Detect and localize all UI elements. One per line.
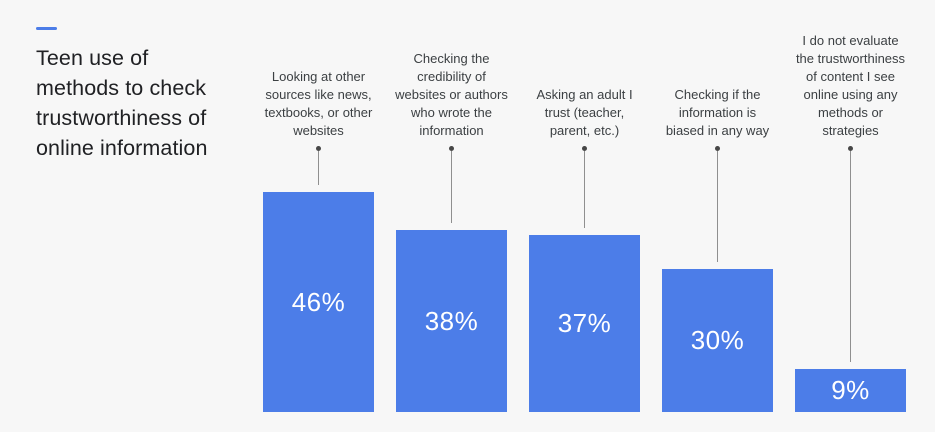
bar-value-label: 30% [690, 325, 745, 355]
category-label: I do not evaluate the trustworthiness of… [795, 33, 906, 138]
bar: 30% [662, 269, 773, 412]
bar-value-label: 46% [291, 286, 346, 317]
category-label: Looking at other sources like news, text… [264, 69, 373, 138]
connector-line [451, 151, 452, 223]
bar-column: Asking an adult I trust (teacher, parent… [518, 0, 651, 432]
bar: 46% [263, 192, 374, 412]
bar: 38% [396, 230, 507, 412]
bar-column: Checking if the information is biased in… [651, 0, 784, 432]
bar-value-label: 38% [424, 305, 479, 336]
chart-title-block: Teen use of methods to check trustworthi… [36, 27, 246, 163]
connector-dot [582, 146, 587, 151]
bar-column: I do not evaluate the trustworthiness of… [784, 0, 917, 432]
connector-dot [449, 146, 454, 151]
bar: 37% [529, 235, 640, 412]
connector-line [318, 151, 319, 185]
bar: 9% [795, 369, 906, 412]
title-accent-dash [36, 27, 57, 30]
connector-line [584, 151, 585, 228]
connector-line [717, 151, 718, 262]
category-label: Checking the credibility of websites or … [395, 51, 508, 138]
bar-value-label: 9% [831, 375, 870, 405]
connector-dot [848, 146, 853, 151]
connector-dot [316, 146, 321, 151]
bar-column: Looking at other sources like news, text… [252, 0, 385, 432]
bar-column: Checking the credibility of websites or … [385, 0, 518, 432]
bar-value-label: 37% [557, 308, 612, 338]
chart-title: Teen use of methods to check trustworthi… [36, 46, 208, 160]
connector-dot [715, 146, 720, 151]
bar-chart: Looking at other sources like news, text… [252, 0, 917, 432]
connector-line [850, 151, 851, 362]
category-label: Checking if the information is biased in… [665, 87, 770, 138]
category-label: Asking an adult I trust (teacher, parent… [536, 87, 633, 138]
